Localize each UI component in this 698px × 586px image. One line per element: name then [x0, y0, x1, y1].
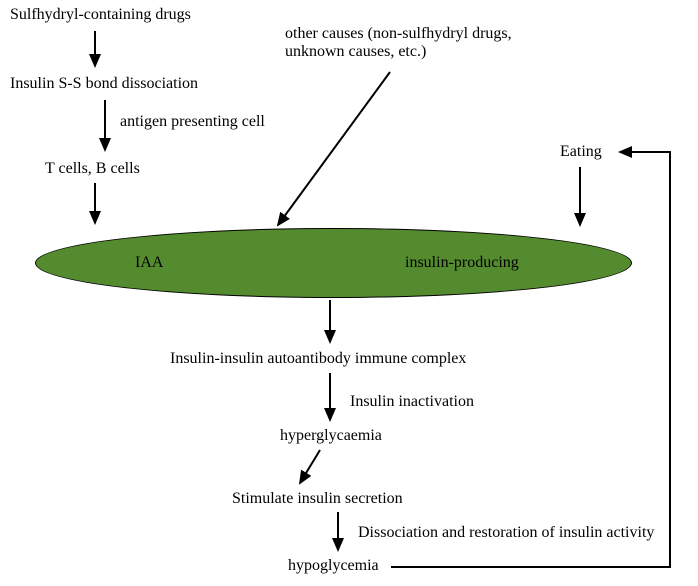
- node-antigen: antigen presenting cell: [120, 113, 265, 131]
- node-eating: Eating: [560, 143, 602, 161]
- node-other: other causes (non-sulfhydryl drugs, unkn…: [285, 25, 512, 61]
- node-iaa: IAA: [135, 254, 163, 272]
- node-inactivation: Insulin inactivation: [350, 393, 474, 411]
- node-hyperglycaemia: hyperglycaemia: [280, 427, 382, 445]
- node-insulinprod: insulin-producing: [405, 254, 519, 272]
- node-sulfhydryl: Sulfhydryl-containing drugs: [10, 6, 191, 24]
- arrow-a8: [300, 450, 320, 483]
- diagram-container: { "diagram": { "type": "flowchart", "fon…: [0, 0, 698, 586]
- node-dissociation: Insulin S-S bond dissociation: [10, 75, 198, 93]
- node-stimulate: Stimulate insulin secretion: [232, 490, 403, 508]
- ellipse-pool: [35, 228, 632, 298]
- arrow-a4: [278, 72, 390, 225]
- node-hypoglycemia: hypoglycemia: [288, 557, 379, 575]
- node-tcells: T cells, B cells: [45, 160, 140, 178]
- node-restoration: Dissociation and restoration of insulin …: [358, 524, 654, 542]
- node-complex: Insulin-insulin autoantibody immune comp…: [170, 350, 466, 368]
